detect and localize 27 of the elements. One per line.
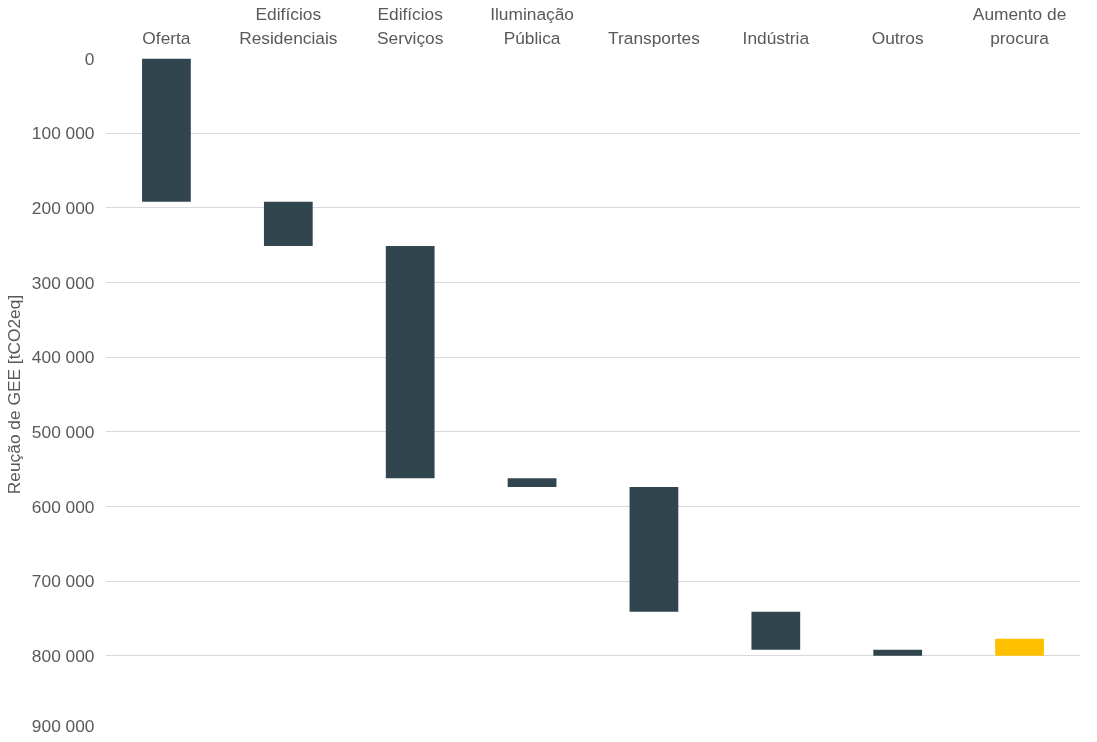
x-tick-label: Oferta bbox=[142, 27, 191, 48]
y-tick-label: 700 000 bbox=[31, 571, 95, 592]
x-tick-label: Iluminação Pública bbox=[490, 3, 574, 48]
y-tick-label: 400 000 bbox=[31, 347, 95, 368]
bar bbox=[629, 487, 679, 612]
y-tick-label: 500 000 bbox=[31, 421, 95, 442]
x-tick-label: Edifícios Serviços bbox=[376, 3, 444, 48]
y-tick-label: 0 bbox=[84, 48, 95, 69]
y-tick-label: 900 000 bbox=[31, 715, 95, 736]
y-axis-title: Reução de GEE [tCO2eq] bbox=[3, 294, 24, 495]
y-tick-label: 200 000 bbox=[31, 197, 95, 218]
y-tick-label: 800 000 bbox=[31, 645, 95, 666]
y-tick-label: 600 000 bbox=[31, 496, 95, 517]
x-tick-label: Outros bbox=[871, 27, 925, 48]
y-tick-label: 300 000 bbox=[31, 272, 95, 293]
bar bbox=[751, 611, 801, 650]
bar bbox=[995, 638, 1044, 656]
bar bbox=[507, 478, 557, 488]
x-tick-label: Edifícios Residenciais bbox=[239, 3, 338, 48]
bar bbox=[385, 245, 435, 479]
bar bbox=[263, 201, 313, 246]
x-tick-label: Transportes bbox=[608, 27, 701, 48]
x-tick-label: Aumento de procura bbox=[972, 3, 1067, 48]
bar bbox=[142, 58, 191, 202]
x-tick-label: Indústria bbox=[742, 27, 810, 48]
bar bbox=[873, 649, 923, 656]
y-tick-label: 100 000 bbox=[31, 123, 95, 144]
